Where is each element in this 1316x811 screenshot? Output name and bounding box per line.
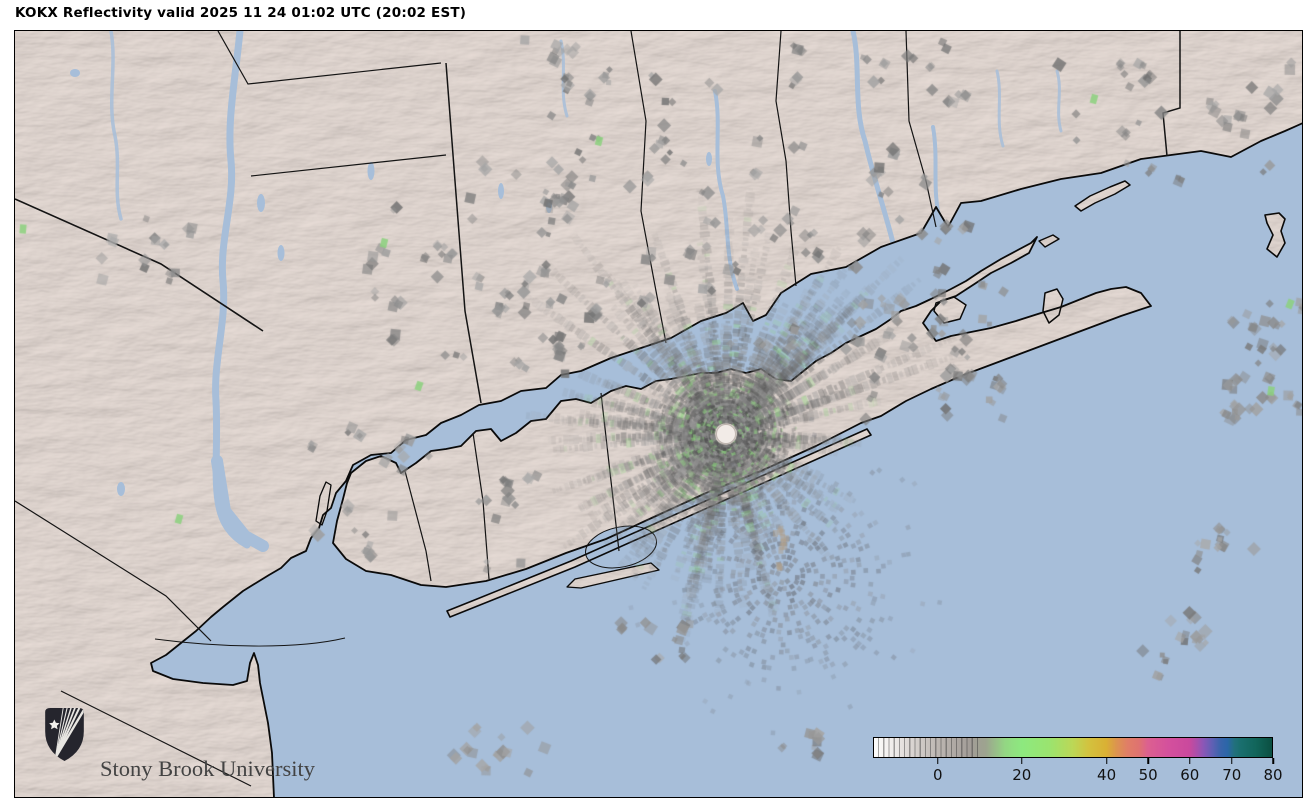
colorbar-tick-label: 80 <box>1263 766 1283 784</box>
sbu-shield-icon <box>45 708 84 761</box>
colorbar-tick <box>1147 758 1149 764</box>
colorbar-tick <box>1272 758 1274 764</box>
sbu-logo-text: Stony Brook University School of Marine … <box>100 705 316 797</box>
colorbar-tick-label: 50 <box>1138 766 1158 784</box>
colorbar-tick-label: 0 <box>933 766 943 784</box>
colorbar-tick-label: 40 <box>1097 766 1117 784</box>
colorbar: 0 20 40 50 60 70 80 <box>873 737 1283 789</box>
radar-map: Stony Brook University School of Marine … <box>14 30 1303 798</box>
logo-line-1: Stony Brook University <box>100 756 316 781</box>
colorbar-steps <box>874 738 980 757</box>
stony-brook-logo: Stony Brook University School of Marine … <box>42 705 316 797</box>
colorbar-tick-label: 20 <box>1012 766 1032 784</box>
colorbar-tick-label: 60 <box>1180 766 1200 784</box>
colorbar-tick <box>937 758 939 764</box>
star-icon <box>49 719 60 730</box>
colorbar-tick <box>1021 758 1023 764</box>
map-title: KOKX Reflectivity valid 2025 11 24 01:02… <box>15 5 467 21</box>
colorbar-tick <box>1105 758 1108 764</box>
colorbar-tick <box>1189 758 1191 764</box>
colorbar-tick <box>1231 758 1233 764</box>
colorbar-gradient <box>873 737 1273 758</box>
colorbar-tick-label: 70 <box>1222 766 1242 784</box>
colorbar-ticks: 0 20 40 50 60 70 80 <box>873 737 1283 789</box>
reflectivity-canvas <box>15 31 1302 797</box>
